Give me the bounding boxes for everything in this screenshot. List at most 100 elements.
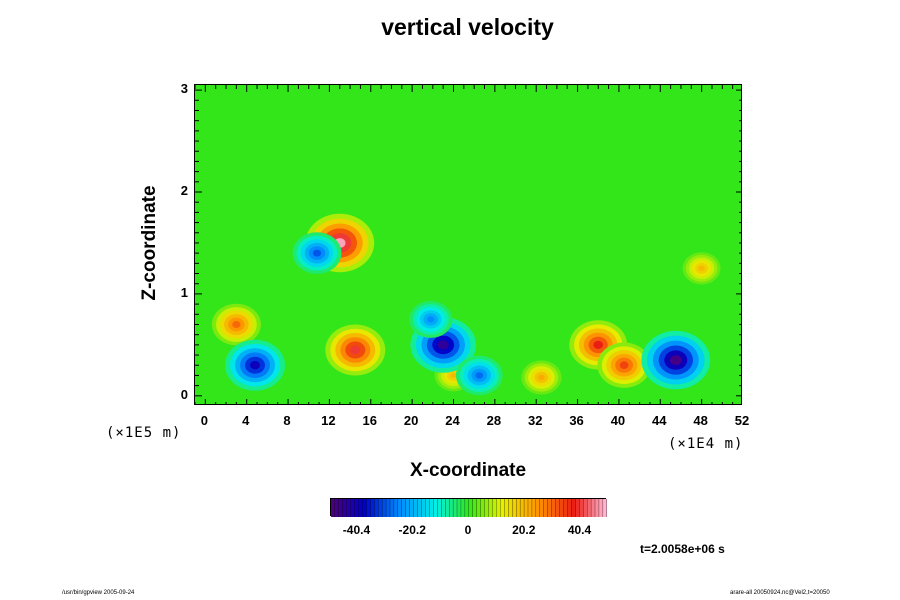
colorbar-band	[555, 499, 560, 517]
colorbar-band	[603, 499, 607, 517]
colorbar-tick-label: -40.4	[342, 523, 371, 537]
x-tick-label: 52	[734, 413, 750, 428]
y-tick-label: 3	[180, 81, 188, 97]
contour-level	[475, 372, 484, 379]
axis-ticks	[195, 85, 741, 404]
colorbar-band	[532, 499, 537, 517]
colorbar-band	[465, 499, 470, 517]
colorbar-band	[484, 499, 490, 517]
colorbar-band	[386, 499, 391, 517]
colorbar-band	[445, 499, 450, 517]
colorbar-band	[331, 499, 336, 517]
colorbar-band	[500, 499, 505, 517]
colorbar-band	[370, 499, 375, 517]
colorbar-band	[539, 499, 545, 517]
contour-level	[350, 345, 361, 355]
colorbar-band	[421, 499, 426, 517]
colorbar-band	[528, 499, 533, 517]
velocity-cell-positive	[325, 324, 386, 376]
velocity-cell-positive	[682, 252, 721, 285]
colorbar-band	[508, 499, 513, 517]
colorbar-band	[461, 499, 466, 517]
colorbar-band	[453, 499, 458, 517]
colorbar-band	[401, 499, 407, 517]
colorbar-band	[571, 499, 576, 517]
colorbar-band	[583, 499, 588, 517]
colorbar-band	[441, 499, 446, 517]
colorbar-band	[366, 499, 371, 517]
contour-level	[538, 374, 545, 381]
colorbar-band	[512, 499, 517, 517]
colorbar-band	[504, 499, 509, 517]
y-axis-label: Z-coordinate	[139, 185, 160, 301]
colorbar-band	[413, 499, 419, 517]
velocity-cell-negative	[225, 339, 285, 391]
z-scale-note: (×1E5 m)	[106, 425, 182, 441]
colorbar-band	[480, 499, 486, 517]
colorbar-band	[390, 499, 395, 517]
colorbar-band	[405, 499, 411, 517]
colorbar-band	[342, 499, 348, 517]
x-tick-label: 32	[527, 413, 543, 428]
velocity-cell-positive	[597, 342, 651, 388]
footer-program: /usr/bin/gpview 2005-09-24	[62, 590, 135, 596]
colorbar-band	[469, 499, 474, 517]
colorbar-band	[579, 499, 584, 517]
y-tick-label: 1	[180, 284, 188, 300]
colorbar-band	[425, 499, 430, 517]
colorbar-band	[567, 499, 572, 517]
contour-level	[593, 340, 603, 349]
x-tick-label: 12	[321, 413, 336, 428]
colorbar-band	[595, 499, 600, 517]
x-tick-label: 24	[445, 413, 460, 428]
velocity-cell-negative	[292, 232, 342, 274]
x-tick-label: 36	[569, 413, 584, 428]
colorbar-band	[591, 499, 596, 517]
colorbar-band	[338, 499, 344, 517]
colorbar-band	[350, 499, 355, 517]
contour-level	[670, 355, 682, 365]
colorbar-band	[488, 499, 493, 517]
velocity-cell-negative	[408, 300, 453, 338]
colorbar-band	[536, 499, 541, 517]
colorbar-band	[398, 499, 403, 517]
x-tick-label: 40	[610, 413, 626, 428]
x-tick-label: 16	[362, 413, 377, 428]
x-tick-label: 20	[403, 413, 419, 428]
chart-title: vertical velocity	[381, 14, 554, 40]
colorbar-tick-label: 40.4	[567, 523, 592, 537]
colorbar-band	[382, 499, 387, 517]
colorbar-band	[587, 499, 592, 517]
colorbar-band	[358, 499, 363, 517]
colorbar-band	[409, 499, 415, 517]
contour-level	[450, 372, 457, 379]
x-tick-label: 4	[242, 413, 250, 428]
x-tick-label: 28	[486, 413, 502, 428]
colorbar-band	[599, 499, 604, 517]
velocity-cell-negative	[455, 355, 503, 396]
contour-level	[437, 340, 449, 350]
contour-level	[232, 321, 241, 328]
heatmap-field	[195, 85, 741, 404]
colorbar-band	[516, 499, 521, 517]
colorbar-band	[449, 499, 454, 517]
colorbar-band	[378, 499, 383, 517]
colorbar-gradient	[331, 499, 607, 517]
colorbar-band	[433, 499, 438, 517]
plot-area	[194, 84, 742, 405]
colorbar-band	[437, 499, 442, 517]
colorbar-band	[476, 499, 482, 517]
contour-level	[312, 249, 322, 257]
x-scale-note: (×1E4 m)	[668, 436, 744, 452]
colorbar	[330, 498, 607, 517]
colorbar-band	[472, 499, 478, 517]
y-tick-label: 0	[180, 386, 188, 402]
colorbar-band	[492, 499, 497, 517]
colorbar-band	[394, 499, 399, 517]
colorbar-band	[429, 499, 434, 517]
x-tick-label: 0	[200, 413, 208, 428]
colorbar-band	[543, 499, 549, 517]
colorbar-band	[496, 499, 501, 517]
colorbar-band	[354, 499, 359, 517]
colorbar-band	[346, 499, 352, 517]
